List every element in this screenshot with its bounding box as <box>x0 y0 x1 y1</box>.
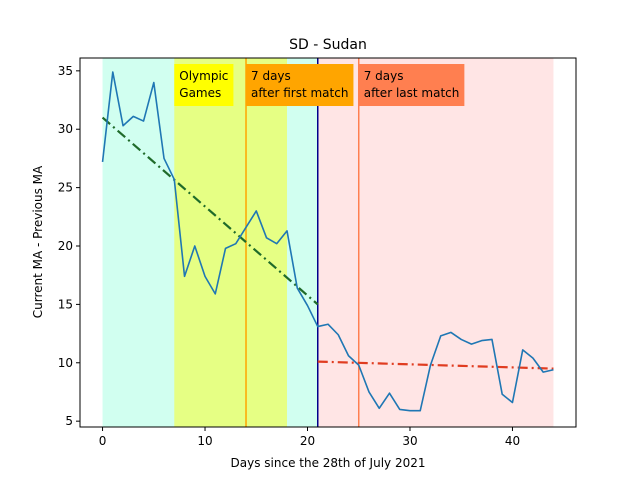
y-axis-label: Current MA - Previous MA <box>31 165 45 318</box>
shaded-regions <box>102 58 554 427</box>
trend-lines <box>101 116 554 370</box>
annotation-text-1-1: after first match <box>251 86 348 100</box>
annotation-text-1-0: 7 days <box>251 69 291 83</box>
x-axis-label: Days since the 28th of July 2021 <box>231 456 426 470</box>
annotation-0: Olympic Games <box>174 64 234 107</box>
annotation-1: 7 days after first match <box>246 64 354 107</box>
x-tick-label: 10 <box>197 434 212 448</box>
x-tick-label: 30 <box>402 434 417 448</box>
y-tick-label: 5 <box>65 414 73 428</box>
data-series <box>101 71 554 412</box>
annotation-box-0 <box>174 64 234 107</box>
series-line-0 <box>101 71 554 412</box>
y-tick-label: 15 <box>58 297 73 311</box>
trend-line-0 <box>101 116 319 306</box>
annotation-box-1 <box>246 64 354 107</box>
y-tick-label: 10 <box>58 356 73 370</box>
shaded-region-2 <box>317 58 554 427</box>
annotation-2: 7 days after last match <box>358 64 465 107</box>
shaded-region-1 <box>174 58 288 427</box>
annotation-text-0-0: Olympic <box>179 69 228 83</box>
annotation-text-2-1: after last match <box>364 86 460 100</box>
y-tick-label: 30 <box>58 122 73 136</box>
plot-frame <box>79 57 577 428</box>
x-tick-label: 20 <box>300 434 315 448</box>
chart-title: SD - Sudan <box>289 37 367 53</box>
y-axis-ticks: 5 10 15 20 25 30 35 <box>58 64 80 428</box>
annotation-text-2-0: 7 days <box>364 69 404 83</box>
annotation-box-2 <box>358 64 465 107</box>
x-tick-label: 0 <box>99 434 107 448</box>
y-tick-label: 25 <box>58 181 73 195</box>
x-tick-label: 40 <box>505 434 520 448</box>
annotation-text-0-1: Games <box>179 86 221 100</box>
y-tick-label: 20 <box>58 239 73 253</box>
y-tick-label: 35 <box>58 64 73 78</box>
x-axis-ticks: 0 10 20 30 40 <box>99 427 520 448</box>
